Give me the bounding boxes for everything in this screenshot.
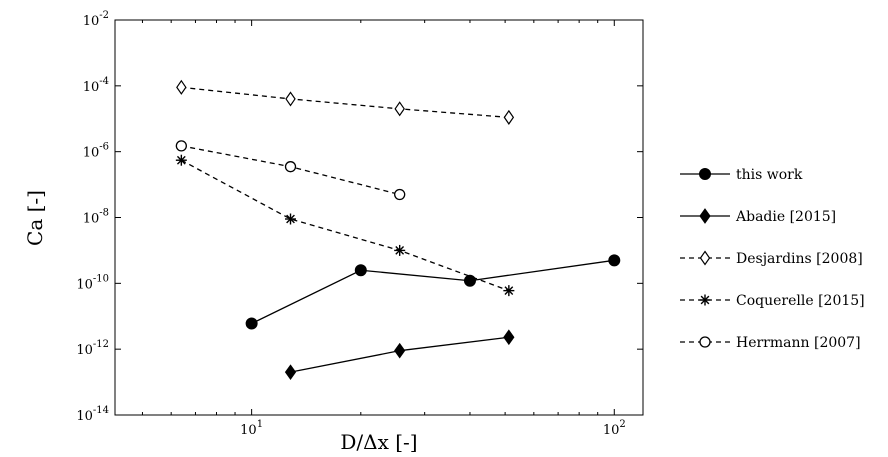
data-point bbox=[285, 213, 297, 225]
data-point bbox=[175, 154, 187, 166]
legend-label: this work bbox=[736, 167, 803, 183]
data-point bbox=[503, 329, 515, 346]
x-tick-label: 101 bbox=[240, 419, 263, 438]
y-tick-label: 10-8 bbox=[83, 208, 109, 227]
data-point bbox=[175, 140, 187, 152]
y-tick-label: 10-12 bbox=[76, 339, 109, 358]
legend-label: Abadie [2015] bbox=[735, 209, 836, 225]
legend-marker bbox=[699, 294, 711, 306]
legend-marker bbox=[699, 250, 711, 266]
data-point bbox=[285, 91, 296, 107]
data-point bbox=[354, 264, 367, 277]
data-point bbox=[463, 274, 476, 287]
series-4 bbox=[175, 140, 406, 201]
y-tick-label: 10-10 bbox=[76, 273, 109, 292]
legend-marker bbox=[699, 208, 711, 224]
series-line bbox=[181, 86, 509, 119]
y-tick-label: 10-4 bbox=[83, 76, 109, 95]
data-point bbox=[284, 161, 297, 173]
axis-ticks: 101 102 10-14 10-12 10-10 10-8 10-6 10-4 10-2 bbox=[76, 10, 643, 438]
series-layer bbox=[175, 79, 621, 381]
legend-label: Desjardins [2008] bbox=[736, 251, 863, 267]
legend-item: Abadie [2015] bbox=[680, 208, 836, 225]
data-point bbox=[245, 317, 258, 330]
legend-label: Herrmann [2007] bbox=[736, 335, 861, 351]
series-0 bbox=[245, 254, 621, 330]
legend-label: Coquerelle [2015] bbox=[736, 293, 865, 309]
series-3 bbox=[175, 154, 515, 297]
data-point bbox=[394, 101, 405, 117]
y-tick-label: 10-14 bbox=[76, 405, 109, 424]
series-1 bbox=[284, 329, 515, 381]
y-axis-label: Ca [-] bbox=[23, 190, 47, 246]
y-tick-label: 10-2 bbox=[83, 10, 109, 29]
legend: this work Abadie [2015] Desjardins [2008] C… bbox=[680, 167, 865, 351]
data-point bbox=[176, 79, 187, 95]
data-point bbox=[503, 285, 515, 297]
data-point bbox=[394, 244, 406, 256]
data-point bbox=[394, 188, 406, 201]
legend-item: Herrmann [2007] bbox=[680, 335, 861, 351]
legend-item: Desjardins [2008] bbox=[680, 250, 863, 267]
legend-item: Coquerelle [2015] bbox=[680, 293, 865, 309]
data-point bbox=[394, 342, 406, 359]
y-tick-label: 10-6 bbox=[83, 142, 109, 161]
data-point bbox=[608, 254, 621, 267]
x-axis-label: D/Δx [-] bbox=[340, 430, 417, 454]
series-2 bbox=[176, 79, 515, 125]
plot-area bbox=[114, 19, 644, 416]
data-point bbox=[503, 109, 515, 125]
legend-item: this work bbox=[680, 167, 803, 183]
x-tick-label: 102 bbox=[603, 419, 626, 438]
data-point bbox=[284, 364, 297, 381]
series-line bbox=[181, 159, 510, 292]
legend-marker bbox=[699, 168, 711, 180]
series-line bbox=[251, 259, 615, 325]
legend-marker bbox=[699, 336, 711, 348]
